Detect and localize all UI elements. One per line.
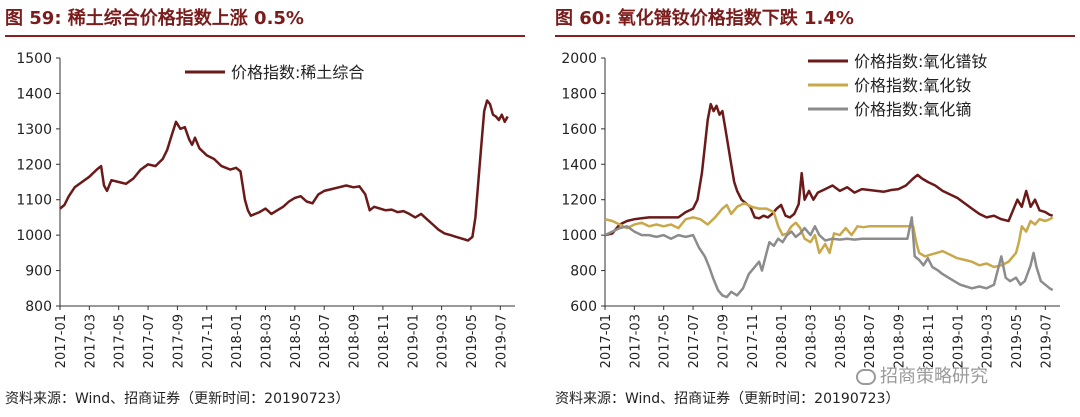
x-tick-label: 2017-01 (599, 314, 614, 368)
x-tick-label: 2019-03 (981, 314, 996, 368)
y-tick-label: 1100 (16, 193, 52, 209)
x-tick-label: 2018-01 (230, 314, 245, 368)
x-tick-label: 2019-05 (1010, 314, 1025, 368)
y-tick-label: 600 (570, 299, 597, 315)
y-tick-label: 1400 (561, 157, 597, 173)
x-tick-label: 2018-09 (348, 314, 363, 368)
title-rule-left (5, 35, 525, 37)
series-line-0 (59, 99, 509, 242)
x-tick-label: 2018-03 (804, 314, 819, 368)
y-tick-label: 1000 (16, 228, 52, 244)
source-note-left: 资料来源：Wind、招商证券（更新时间：20190723） (5, 391, 350, 407)
x-tick-label: 2018-07 (318, 314, 333, 368)
legend-label-0: 价格指数:氧化镨钕 (854, 52, 987, 71)
series-line-0 (604, 102, 1054, 237)
x-tick-label: 2017-03 (628, 314, 643, 368)
x-tick-label: 2019-01 (951, 314, 966, 368)
y-tick-label: 1800 (561, 86, 597, 102)
watermark: 招商策略研究 (856, 362, 988, 388)
figure-59-title: 图 59: 稀土综合价格指数上涨 0.5% (5, 8, 304, 29)
x-tick-label: 2018-03 (259, 314, 274, 368)
x-tick-label: 2017-05 (113, 314, 128, 368)
y-tick-label: 900 (25, 264, 52, 280)
x-tick-label: 2018-01 (775, 314, 790, 368)
y-tick-label: 1600 (561, 122, 597, 138)
x-tick-label: 2019-01 (406, 314, 421, 368)
x-tick-label: 2018-05 (834, 314, 849, 368)
prnd-oxide-index-chart: 600 800 1000 1200 1400 1600 1800 2000 2017-01 201… (561, 51, 1060, 368)
x-tick-label: 2018-11 (922, 314, 937, 368)
x-tick-label: 2019-03 (436, 314, 451, 368)
figure-60-title: 图 60: 氧化镨钕价格指数下跌 1.4% (555, 8, 854, 29)
x-tick-label: 2018-11 (377, 314, 392, 368)
y-tick-label: 1400 (16, 86, 52, 102)
legend-label-2: 价格指数:氧化镝 (854, 100, 971, 119)
watermark-text: 招商策略研究 (880, 366, 988, 387)
y-tick-label: 1000 (561, 228, 597, 244)
x-tick-label: 2017-03 (83, 314, 98, 368)
y-tick-label: 1500 (16, 51, 52, 67)
wechat-icon (856, 369, 876, 385)
x-tick-label: 2018-09 (893, 314, 908, 368)
x-tick-label: 2017-01 (54, 314, 69, 368)
y-tick-label: 1200 (561, 193, 597, 209)
x-tick-label: 2018-07 (863, 314, 878, 368)
x-tick-label: 2019-07 (1039, 314, 1054, 368)
x-tick-label: 2017-09 (171, 314, 186, 368)
x-tick-label: 2018-05 (289, 314, 304, 368)
x-tick-label: 2017-07 (142, 314, 157, 368)
legend-label-1: 价格指数:氧化钕 (854, 76, 971, 95)
y-tick-label: 800 (25, 299, 52, 315)
x-tick-label: 2017-05 (658, 314, 673, 368)
y-tick-label: 2000 (561, 51, 597, 67)
title-rule-right (555, 35, 1075, 37)
series-line-1 (604, 202, 1054, 269)
source-note-right: 资料来源：Wind、招商证券（更新时间：20190723） (555, 391, 900, 407)
series-line-2 (604, 216, 1054, 299)
x-tick-label: 2019-05 (465, 314, 480, 368)
x-tick-label: 2017-11 (201, 314, 216, 368)
y-tick-label: 800 (570, 264, 597, 280)
y-tick-label: 1300 (16, 122, 52, 138)
x-tick-label: 2019-07 (494, 314, 509, 368)
legend-label-0: 价格指数:稀土综合 (231, 63, 364, 82)
x-tick-label: 2017-07 (687, 314, 702, 368)
x-tick-label: 2017-11 (746, 314, 761, 368)
x-tick-label: 2017-09 (716, 314, 731, 368)
rare-earth-index-chart: 800 900 1000 1100 1200 1300 1400 1500 2017-01 201… (16, 51, 515, 368)
y-tick-label: 1200 (16, 157, 52, 173)
